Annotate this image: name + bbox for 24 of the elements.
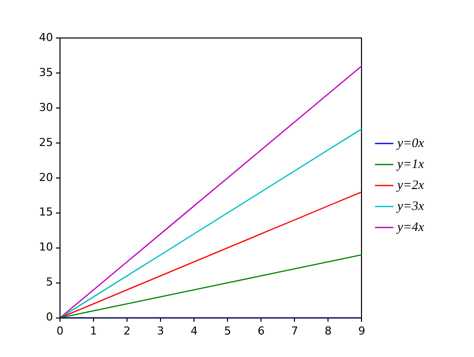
y-tick-label: 15 [38,206,53,219]
y-tick-label: 5 [46,276,53,289]
x-tick-label: 4 [190,324,198,338]
x-tick-label: 1 [90,324,98,338]
legend-label: y=0x [395,134,424,150]
x-tick-label: 8 [324,324,332,338]
legend-label: y=4x [395,218,424,234]
x-tick-label: 9 [358,324,366,338]
x-tick-label: 3 [157,324,164,338]
y-tick-label: 40 [38,30,53,44]
x-tick-label: 6 [258,324,265,338]
x-tick-label: 7 [291,324,298,338]
x-tick-label: 2 [124,324,131,338]
x-tick-label: 5 [224,324,232,338]
y-tick-label: 0 [46,310,53,324]
y-tick-label: 35 [38,66,53,79]
y-tick-label: 10 [38,240,53,254]
legend-label: y=3x [395,198,424,213]
x-tick-label: 0 [56,324,64,338]
y-tick-label: 30 [38,100,53,114]
y-tick-label: 20 [38,170,53,184]
legend-label: y=1x [395,156,424,171]
y-tick-label: 25 [38,136,53,149]
legend-label: y=2x [395,176,424,192]
